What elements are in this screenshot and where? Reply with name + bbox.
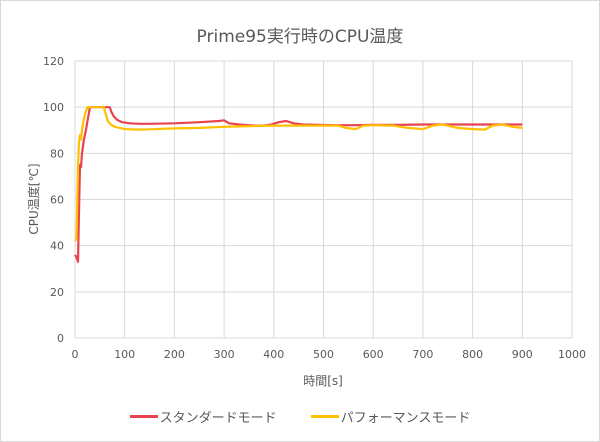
x-tick-label: 0	[72, 348, 79, 361]
x-tick-label: 500	[313, 348, 334, 361]
legend-label-standard: スタンダードモード	[159, 411, 277, 426]
legend-item-performance: パフォーマンスモード	[310, 407, 471, 426]
x-axis-label: 時間[s]	[303, 374, 343, 388]
x-axis-ticks: 0 100 200 300 400 500 600 700 800 900 1000	[72, 348, 587, 361]
legend: スタンダードモード パフォーマンスモード	[0, 407, 600, 426]
x-tick-label: 900	[512, 348, 533, 361]
x-tick-label: 800	[462, 348, 483, 361]
y-tick-label: 40	[50, 240, 64, 253]
y-axis-label: CPU温度[℃]	[26, 163, 41, 234]
y-tick-label: 20	[50, 286, 64, 299]
y-tick-label: 100	[43, 101, 64, 114]
series-line-0	[74, 106, 523, 263]
x-tick-label: 300	[214, 348, 235, 361]
x-tick-label: 700	[412, 348, 433, 361]
x-tick-label: 400	[263, 348, 284, 361]
series-lines	[74, 106, 523, 263]
x-tick-label: 100	[114, 348, 135, 361]
legend-label-performance: パフォーマンスモード	[340, 411, 471, 426]
x-tick-label: 200	[164, 348, 185, 361]
legend-swatch-performance	[310, 415, 339, 418]
gridlines	[74, 60, 573, 339]
y-tick-label: 80	[50, 147, 64, 160]
series-line-1	[74, 106, 523, 242]
x-tick-label: 600	[363, 348, 384, 361]
legend-item-standard: スタンダードモード	[129, 407, 277, 426]
y-axis-ticks: 0 20 40 60 80 100 120	[43, 55, 64, 345]
y-tick-label: 120	[43, 55, 64, 68]
x-tick-label: 1000	[558, 348, 586, 361]
y-tick-label: 0	[57, 332, 64, 345]
legend-swatch-standard	[129, 415, 158, 418]
y-tick-label: 60	[50, 194, 64, 207]
chart-title: Prime95実行時のCPU温度	[196, 27, 404, 47]
